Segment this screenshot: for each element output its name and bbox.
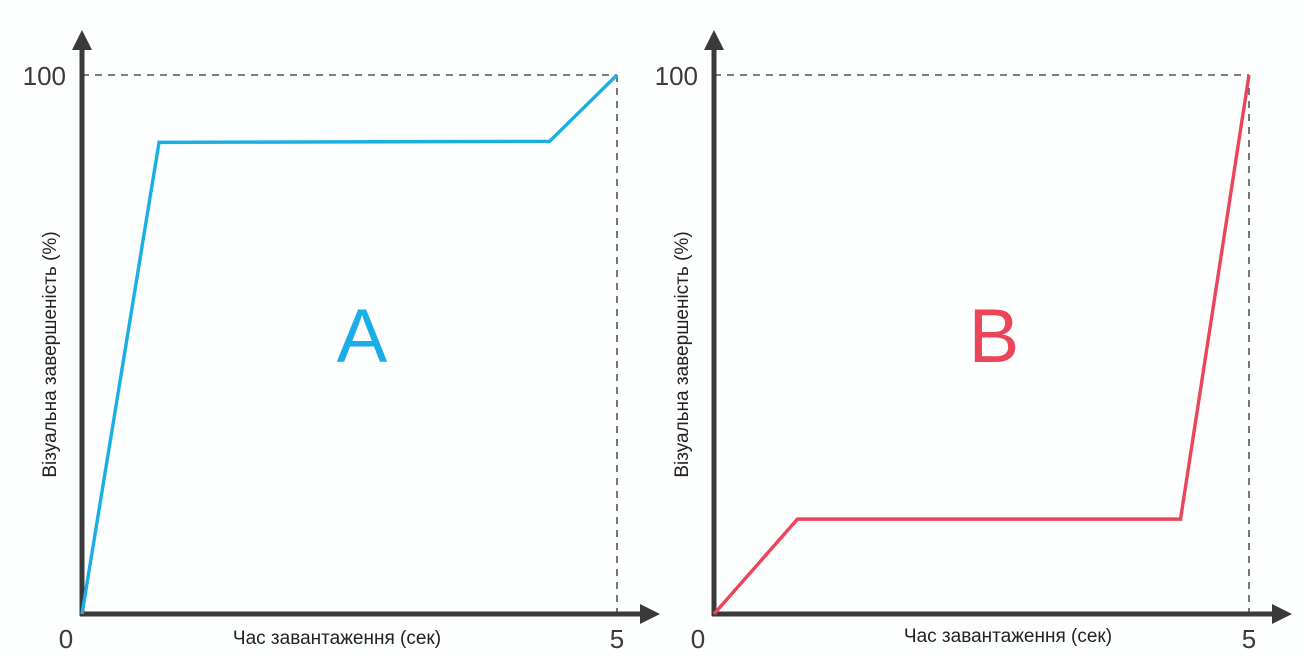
x-tick-label-0: 0 — [59, 624, 73, 652]
x-tick-label-0: 0 — [691, 624, 705, 652]
y-tick-label-100: 100 — [23, 61, 66, 91]
panel-label: A — [337, 294, 388, 379]
chart-panel-b: 0 5 100 Час завантаження (сек) Візуальна зав… — [655, 30, 1292, 654]
panel-label: B — [969, 294, 1020, 379]
x-axis-label: Час завантаження (сек) — [904, 626, 1112, 647]
x-tick-label-5: 5 — [1242, 624, 1256, 652]
y-axis-label: Візуальна завершеність (%) — [40, 231, 61, 477]
y-tick-label-100: 100 — [655, 61, 698, 91]
series-line-b — [712, 74, 1251, 616]
x-tick-label-5: 5 — [610, 624, 624, 652]
x-axis-label: Час завантаження (сек) — [233, 628, 441, 649]
series-line-a — [80, 73, 619, 615]
y-axis-label: Візуальна завершеність (%) — [672, 231, 693, 477]
chart-panel-a: 0 5 100 Час завантаження (сек) Візуальна зав… — [23, 30, 660, 654]
